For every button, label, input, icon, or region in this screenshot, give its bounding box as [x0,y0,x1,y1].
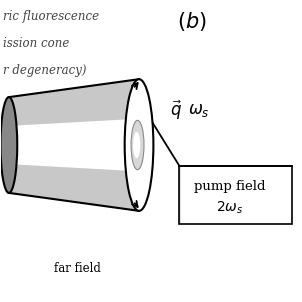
Bar [180,166,182,224]
Bar [181,166,183,224]
Bar [180,166,182,224]
Text: $2\omega_s$: $2\omega_s$ [216,200,244,216]
Bar [181,166,183,224]
Text: $(b)$: $(b)$ [176,10,206,33]
Bar [181,166,183,224]
Bar [181,166,183,224]
Bar [180,166,182,224]
Bar [181,166,183,224]
Ellipse shape [131,120,144,170]
Bar [180,166,182,224]
Bar [181,166,183,224]
Polygon shape [9,164,139,211]
Bar [180,166,182,224]
Bar [180,166,182,224]
Text: r degeneracy): r degeneracy) [3,64,86,77]
Bar [179,166,182,224]
Bar [181,166,183,224]
Bar [180,166,182,224]
Bar [180,166,182,224]
Bar [181,166,183,224]
Text: $\vec{q}$: $\vec{q}$ [170,99,182,122]
Bar [181,166,183,224]
Text: far field: far field [54,262,101,275]
Ellipse shape [133,132,140,158]
Bar [181,166,183,224]
Bar [180,166,182,224]
Bar [181,166,183,224]
Bar [181,166,183,224]
Bar [180,166,182,224]
Bar [180,166,182,224]
Bar [181,166,183,224]
Bar [180,166,182,224]
Text: ric fluorescence: ric fluorescence [3,10,99,23]
Bar [180,166,182,224]
Bar [180,166,182,224]
Bar [181,166,183,224]
Bar [181,166,183,224]
Bar [180,166,182,224]
Bar [180,166,182,224]
Bar [179,166,292,224]
Bar [179,166,182,224]
Bar [181,166,183,224]
Bar [180,166,182,224]
Bar [180,166,182,224]
Bar [180,166,182,224]
Ellipse shape [1,97,17,193]
Bar [179,166,182,224]
Bar [181,166,183,224]
Bar [180,166,182,224]
Bar [181,166,183,224]
Bar [181,166,183,224]
Bar [180,166,183,224]
Bar [180,166,182,224]
Polygon shape [9,119,139,171]
Bar [180,166,182,224]
Bar [180,166,182,224]
Bar [180,166,183,224]
Text: $\omega_s$: $\omega_s$ [188,102,210,119]
Bar [181,166,183,224]
Bar [181,166,183,224]
Bar [181,166,183,224]
Bar [179,166,182,224]
Bar [181,166,183,224]
Polygon shape [9,79,139,211]
Bar [180,166,182,224]
Text: ission cone: ission cone [3,37,69,50]
Bar [180,166,182,224]
Bar [180,166,182,224]
Bar [181,166,183,224]
Bar [181,166,183,224]
Ellipse shape [125,79,153,211]
Polygon shape [9,79,139,126]
Bar [181,166,183,224]
Bar [180,166,182,224]
Bar [181,166,183,224]
Text: pump field: pump field [194,180,266,193]
